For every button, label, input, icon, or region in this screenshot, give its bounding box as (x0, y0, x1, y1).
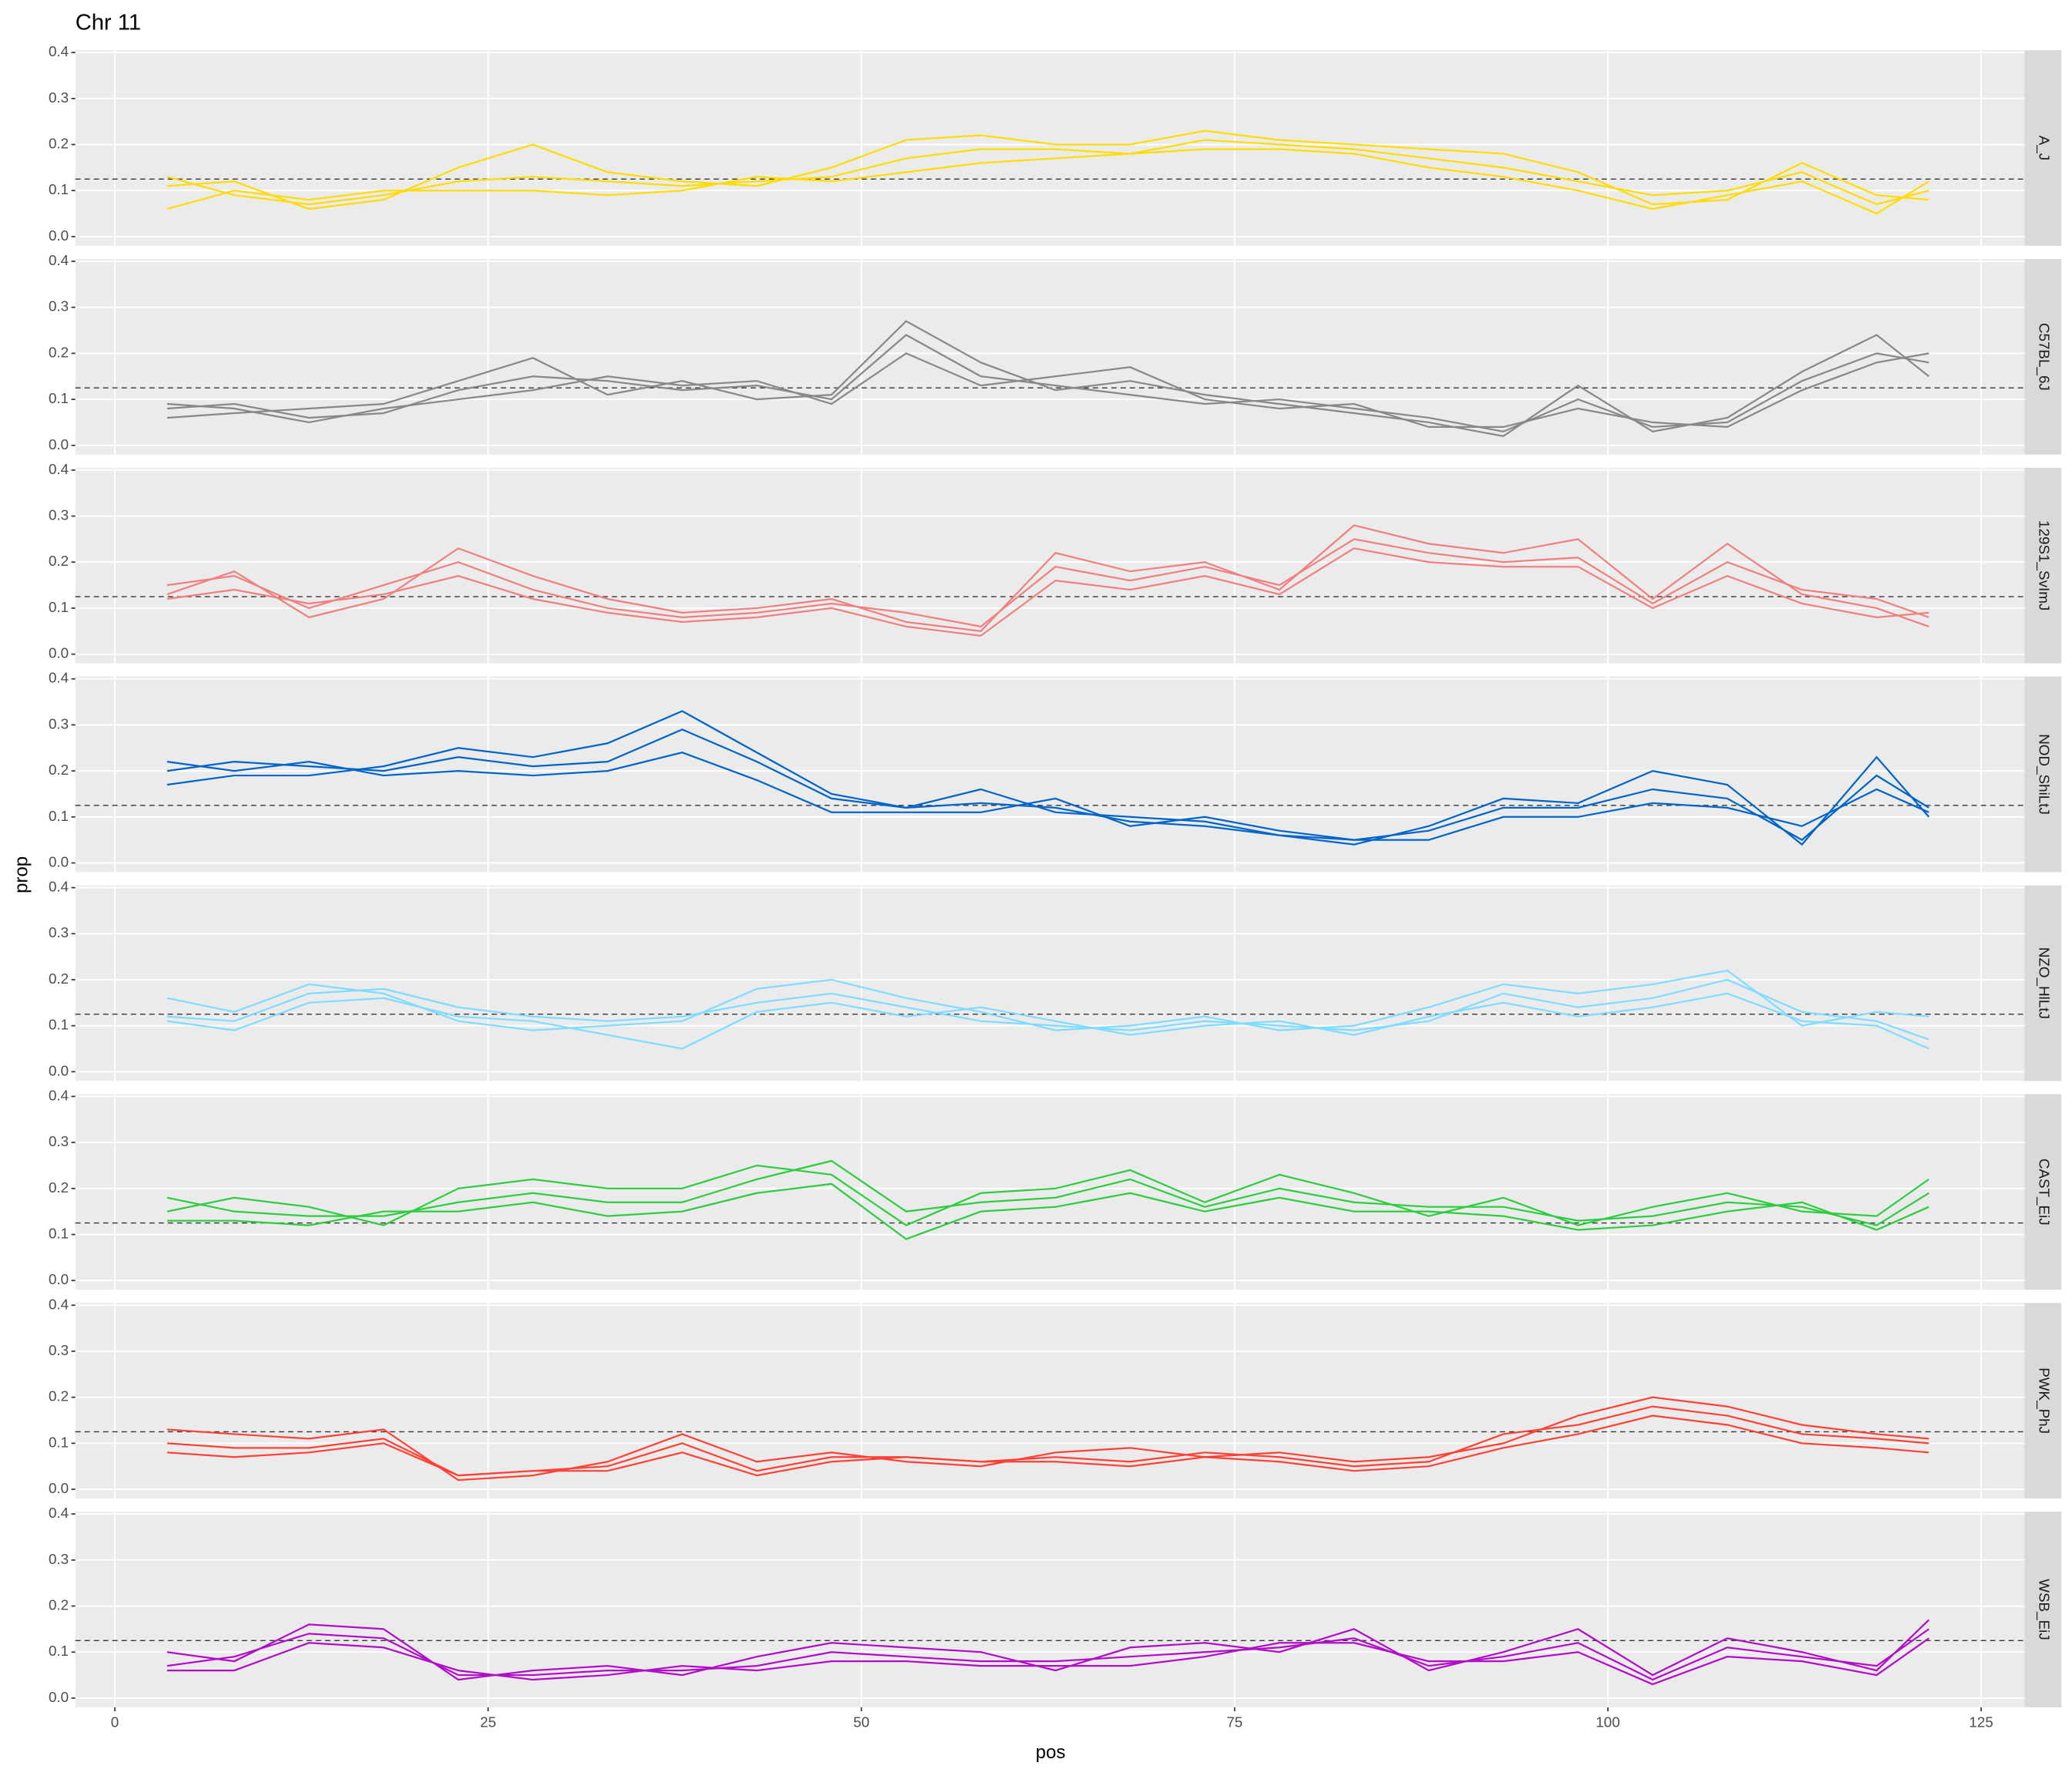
x-tick-label: 75 (1226, 1714, 1243, 1730)
chart-title: Chr 11 (76, 11, 141, 35)
x-tick-label: 100 (1596, 1714, 1620, 1730)
y-tick-label: 0.1 (49, 808, 69, 824)
panel-background (75, 885, 2025, 1081)
strip-background (2024, 259, 2062, 455)
data-line (166, 978, 1929, 1041)
y-tick-label: 0.0 (49, 1689, 69, 1705)
strip-background (2024, 676, 2062, 873)
x-tick-label: 125 (1969, 1714, 1993, 1730)
y-tick-label: 0.2 (49, 762, 69, 778)
y-tick-label: 0.4 (49, 879, 69, 895)
strip-background (2024, 1512, 2062, 1707)
data-line (166, 1182, 1929, 1240)
strip-background (2024, 1094, 2062, 1290)
y-tick-label: 0.4 (49, 252, 69, 268)
strip-label: 129S1_SvImJ (2035, 520, 2052, 610)
y-tick-label: 0.4 (49, 461, 69, 477)
strip-label: NOD_ShiLtJ (2035, 734, 2052, 815)
panel-background (75, 1303, 2025, 1498)
strip-label: NZO_HlLtJ (2035, 947, 2052, 1019)
y-tick-label: 0.1 (49, 390, 69, 406)
y-tick-label: 0.0 (49, 227, 69, 244)
y-tick-label: 0.2 (49, 553, 69, 569)
data-line (166, 710, 1930, 846)
y-tick-label: 0.1 (49, 599, 69, 615)
y-tick-label: 0.1 (49, 181, 69, 197)
data-line (166, 969, 1929, 1031)
x-tick-label: 50 (853, 1714, 870, 1730)
data-line (166, 524, 1929, 632)
strip-background (2024, 467, 2062, 664)
panel-background (75, 1094, 2025, 1290)
y-tick-label: 0.2 (49, 970, 69, 987)
y-tick-label: 0.4 (49, 1505, 69, 1521)
y-tick-label: 0.3 (49, 507, 69, 523)
y-tick-label: 0.2 (49, 344, 69, 360)
data-line (166, 130, 1929, 210)
strip-background (2024, 1303, 2062, 1498)
data-line (166, 139, 1929, 206)
data-line (166, 1637, 1929, 1686)
data-line (166, 1396, 1929, 1482)
data-line (166, 334, 1929, 433)
y-tick-label: 0.2 (49, 1388, 69, 1404)
data-line (166, 547, 1929, 637)
y-tick-label: 0.0 (49, 1062, 69, 1078)
x-axis-title: pos (1036, 1742, 1066, 1763)
panel-background (75, 50, 2025, 246)
x-tick-label: 25 (480, 1714, 496, 1730)
y-tick-label: 0.1 (49, 1643, 69, 1659)
strip-label: WSB_EiJ (2035, 1579, 2052, 1640)
panel-background (75, 1512, 2025, 1707)
strip-label: C57BL_6J (2035, 323, 2052, 391)
y-tick-label: 0.3 (49, 298, 69, 314)
strip-label: CAST_EiJ (2035, 1159, 2052, 1226)
strip-label: PWK_PhJ (2035, 1367, 2052, 1434)
y-axis-title: prop (11, 856, 32, 893)
y-tick-label: 0.4 (49, 1087, 69, 1103)
data-line (166, 352, 1929, 429)
y-tick-label: 0.4 (49, 43, 69, 59)
y-tick-label: 0.3 (49, 924, 69, 940)
x-tick-label: 0 (111, 1714, 119, 1730)
data-line (166, 1619, 1930, 1681)
y-tick-label: 0.0 (49, 645, 69, 661)
y-tick-label: 0.3 (49, 715, 69, 732)
data-line (166, 752, 1929, 841)
y-tick-label: 0.1 (49, 1434, 69, 1450)
panel-background (75, 467, 2025, 664)
y-tick-label: 0.0 (49, 1271, 69, 1287)
y-tick-label: 0.3 (49, 1551, 69, 1567)
y-tick-label: 0.4 (49, 1296, 69, 1312)
y-tick-label: 0.4 (49, 670, 69, 686)
data-line (166, 992, 1929, 1050)
y-tick-label: 0.1 (49, 1017, 69, 1033)
y-tick-label: 0.2 (49, 1179, 69, 1196)
y-tick-label: 0.2 (49, 136, 69, 152)
y-tick-label: 0.0 (49, 436, 69, 452)
y-tick-label: 0.0 (49, 853, 69, 870)
y-tick-label: 0.1 (49, 1225, 69, 1241)
y-tick-label: 0.3 (49, 1342, 69, 1358)
y-tick-label: 0.3 (49, 1133, 69, 1149)
data-line (166, 538, 1929, 627)
data-line (166, 1164, 1929, 1226)
y-tick-label: 0.2 (49, 1597, 69, 1613)
panel-background (75, 676, 2025, 873)
data-line (166, 1414, 1929, 1477)
panel-background (75, 259, 2025, 455)
strip-background (2024, 50, 2062, 246)
y-tick-label: 0.3 (49, 89, 69, 106)
data-line (166, 1628, 1929, 1681)
strip-background (2024, 885, 2062, 1081)
data-line (166, 728, 1929, 841)
y-tick-label: 0.0 (49, 1480, 69, 1496)
data-line (166, 320, 1930, 438)
data-line (166, 148, 1929, 215)
data-line (166, 1159, 1929, 1226)
strip-label: A_J (2035, 136, 2052, 160)
